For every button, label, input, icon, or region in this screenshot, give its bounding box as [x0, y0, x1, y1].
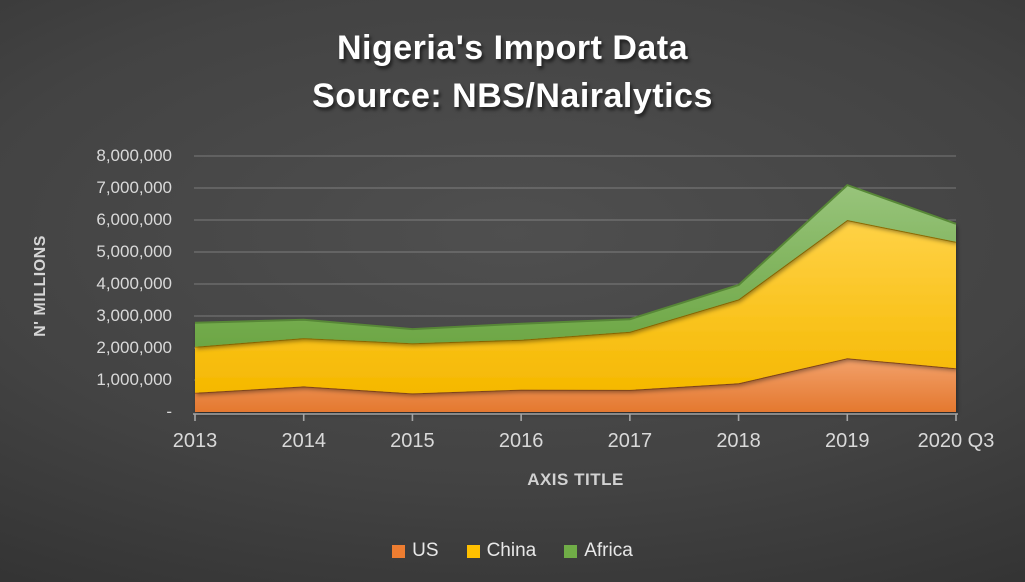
y-tick-label: 5,000,000: [96, 242, 172, 261]
area-border-africa: [194, 183, 957, 331]
x-tick-label: 2016: [498, 430, 544, 452]
legend-item-china: China: [466, 540, 537, 562]
y-tick-label: 3,000,000: [96, 306, 172, 325]
x-axis-title: AXIS TITLE: [527, 470, 624, 489]
x-tick-label: 2014: [281, 430, 326, 452]
x-tick-label: 2018: [716, 430, 761, 452]
area-series-us: [195, 358, 956, 412]
legend-item-us: US: [392, 540, 439, 562]
y-tick-label: 7,000,000: [96, 178, 172, 197]
chart-title-block: Nigeria's Import Data Source: NBS/Nairal…: [0, 24, 1025, 120]
chart-subtitle: Source: NBS/Nairalytics: [312, 77, 713, 115]
y-tick-label: 1,000,000: [96, 370, 172, 389]
chart-title: Nigeria's Import Data: [336, 29, 689, 67]
x-tick-label: 2015: [390, 430, 435, 452]
legend-item-africa: Africa: [564, 540, 633, 562]
area-series-africa: [195, 185, 956, 347]
x-tick-label: 2013: [172, 430, 218, 452]
y-tick-label: 6,000,000: [96, 210, 172, 229]
legend-swatch-icon: [564, 544, 578, 558]
y-tick-label: -: [166, 402, 172, 421]
y-tick-label: 8,000,000: [96, 146, 172, 165]
legend: US China Africa: [0, 540, 1025, 562]
x-tick-label: 2019: [825, 430, 870, 452]
legend-label: China: [486, 540, 537, 561]
area-series-china: [195, 220, 956, 394]
x-tick-label: 2017: [607, 430, 653, 452]
x-tick-label: 2020 Q3: [917, 430, 995, 452]
y-tick-label: 4,000,000: [96, 274, 172, 293]
legend-label: US: [412, 540, 439, 561]
legend-label: Africa: [584, 540, 633, 561]
y-tick-label: 2,000,000: [96, 338, 172, 357]
legend-swatch-icon: [466, 544, 480, 558]
legend-swatch-icon: [392, 544, 406, 558]
